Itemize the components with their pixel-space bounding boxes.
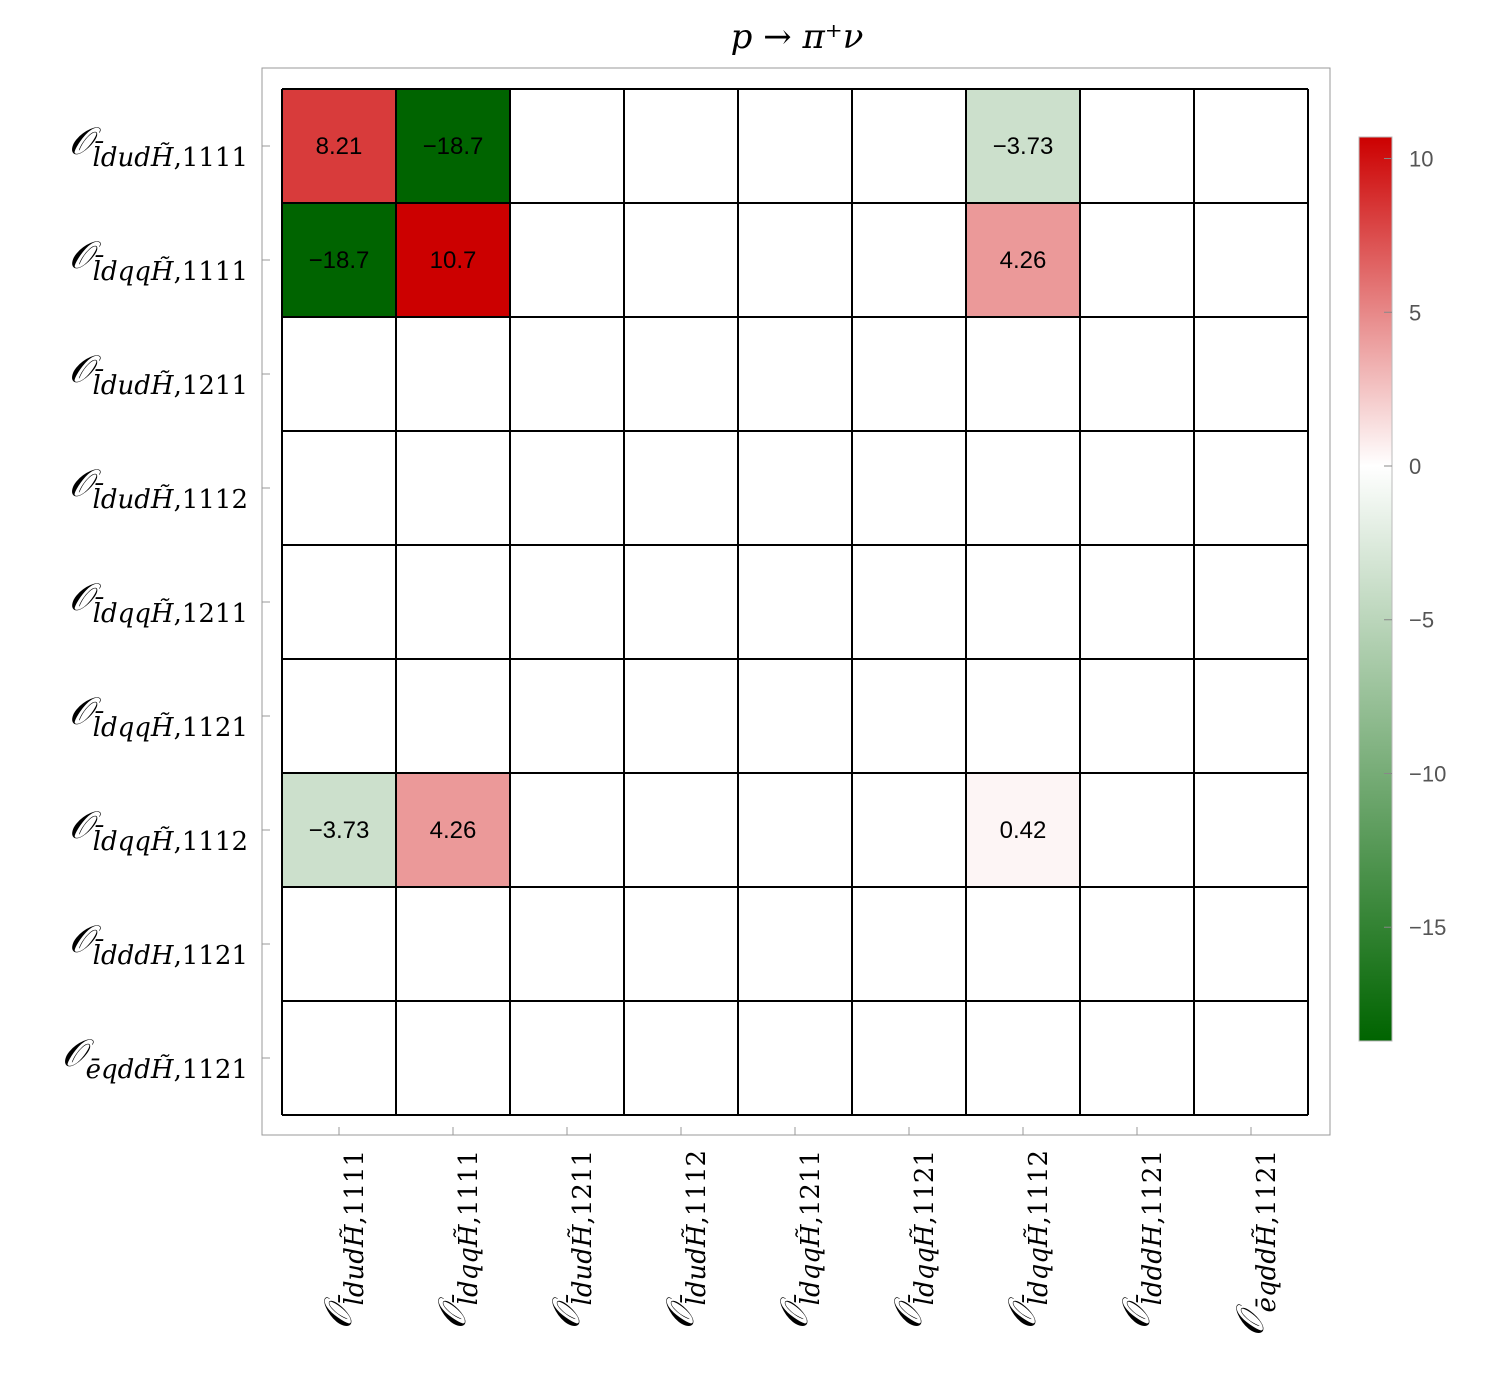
cell-value-label: −18.7 [423,133,484,160]
column-label: 𝒪l̄dudH̃,1111 [316,1150,370,1329]
colorbar-tick-label: −5 [1409,608,1434,633]
row-labels: 𝒪l̄dudH̃,1111 𝒪l̄dqqH̃,1111 𝒪l̄dudH̃,1211 𝒪… [62,119,270,1085]
heatmap-cells: 8.21 −18.7 −3.73 −18.7 10.7 4.26 −3.73 4.26 0.42 [282,89,1080,887]
row-label: 𝒪l̄dudH̃,1211 [69,347,248,401]
heatmap-cell [282,203,396,317]
cell-value-label: −18.7 [309,247,370,274]
colorbar-tick-label: −15 [1409,915,1446,940]
row-label: 𝒪l̄dddH,1121 [69,917,248,971]
cell-value-label: 10.7 [430,247,477,274]
cell-value-label: −3.73 [309,817,370,844]
row-label: 𝒪l̄dqqH̃,1112 [69,803,248,857]
chart-title: p → π⁺ν [731,17,864,57]
column-label: 𝒪l̄dqqH̃,1211 [772,1150,826,1329]
heatmap-grid [281,88,1309,1116]
row-label: 𝒪l̄dqqH̃,1211 [69,575,248,629]
column-label: 𝒪l̄dqqH̃,1121 [886,1150,940,1329]
heatmap-cell [282,773,396,887]
heatmap-cell [396,203,510,317]
row-label: 𝒪l̄dudH̃,1112 [69,461,248,515]
column-label: 𝒪l̄dqqH̃,1112 [1000,1150,1054,1329]
heatmap-cell [966,89,1080,203]
cell-value-label: 0.42 [1000,817,1047,844]
column-label: 𝒪l̄dudH̃,1211 [544,1150,598,1329]
heatmap-cell [966,773,1080,887]
row-label: 𝒪l̄dudH̃,1111 [69,119,248,173]
colorbar: 10 5 0 −5 −10 −15 [1358,136,1446,1042]
colorbar-tick-label: 0 [1409,454,1421,479]
colorbar-tick-label: 5 [1409,300,1421,325]
cell-value-label: −3.73 [993,133,1054,160]
row-label: 𝒪l̄dqqH̃,1121 [69,689,248,743]
cell-value-label: 4.26 [1000,247,1047,274]
colorbar-tick-label: −10 [1409,761,1446,786]
row-label: 𝒪ēqddH̃,1121 [62,1031,248,1085]
heatmap-cell [396,89,510,203]
heatmap-cell [396,773,510,887]
heatmap-cell [966,203,1080,317]
column-label: 𝒪l̄dddH,1121 [1114,1150,1168,1329]
column-label: 𝒪l̄dqqH̃,1111 [430,1150,484,1329]
cell-value-label: 4.26 [430,817,477,844]
column-label: 𝒪ēqddH̃,1121 [1228,1150,1282,1336]
column-label: 𝒪l̄dudH̃,1112 [658,1150,712,1329]
row-label: 𝒪l̄dqqH̃,1111 [69,233,248,287]
cell-value-label: 8.21 [316,133,363,160]
colorbar-tick-label: 10 [1409,147,1433,172]
column-labels: 𝒪l̄dudH̃,1111 𝒪l̄dqqH̃,1111 𝒪l̄dudH̃,1211 𝒪… [316,1127,1282,1336]
colorbar-gradient [1358,136,1393,1042]
heatmap-cell [282,89,396,203]
